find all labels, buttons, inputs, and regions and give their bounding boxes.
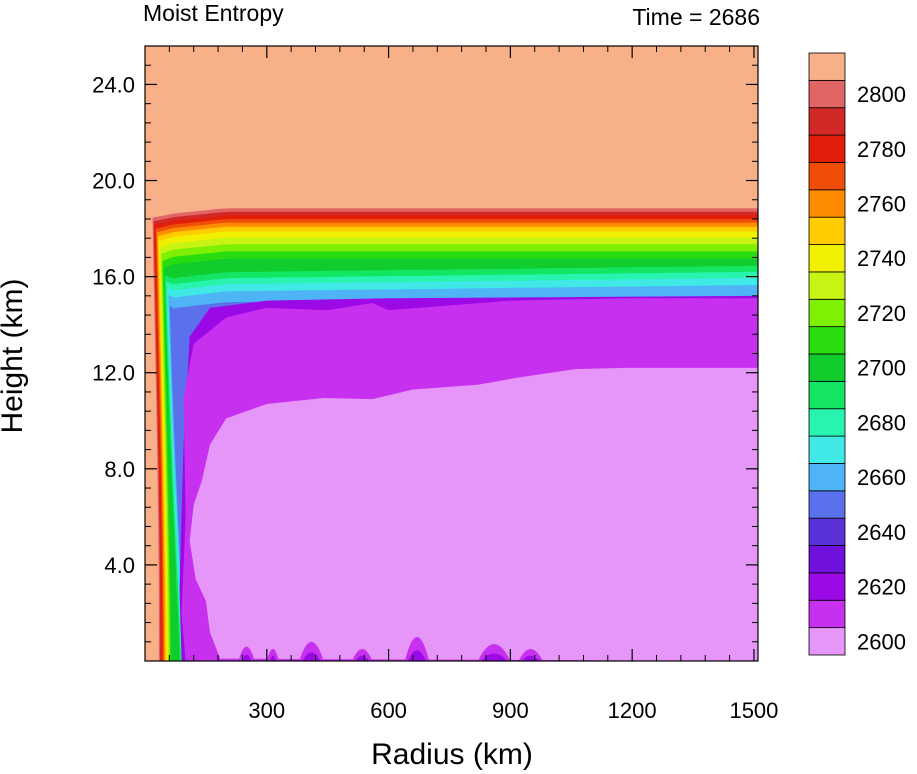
colorbar-swatch-15 bbox=[808, 216, 846, 245]
colorbar-label-2780: 2780 bbox=[857, 137, 906, 162]
colorbar-swatch-11 bbox=[808, 326, 846, 355]
colorbar-swatch-19 bbox=[808, 107, 846, 136]
colorbar-swatch-12 bbox=[808, 298, 846, 328]
colorbar-swatch-21 bbox=[808, 52, 846, 81]
colorbar-label-2680: 2680 bbox=[857, 410, 906, 435]
y-tick-label-24: 24.0 bbox=[92, 72, 135, 97]
colorbar-swatch-18 bbox=[808, 134, 846, 163]
colorbar-swatch-17 bbox=[808, 162, 846, 191]
surface-bump-2 bbox=[299, 641, 324, 661]
contour-field bbox=[145, 46, 758, 661]
x-axis: 300 600 900 1200 1500 bbox=[168, 46, 778, 723]
colorbar-label-2740: 2740 bbox=[857, 246, 906, 271]
y-axis-label: Height (km) bbox=[0, 278, 29, 433]
surface-bump-core-1 bbox=[270, 655, 276, 661]
x-tick-label-1500: 1500 bbox=[729, 698, 778, 723]
colorbar-swatch-0 bbox=[808, 627, 846, 656]
colorbar-label-2720: 2720 bbox=[857, 301, 906, 326]
y-axis: 4.0 8.0 12.0 16.0 20.0 24.0 bbox=[92, 64, 758, 643]
colorbar-swatch-9 bbox=[808, 380, 846, 410]
colorbar-swatch-14 bbox=[808, 244, 846, 273]
colorbar-label-2800: 2800 bbox=[857, 82, 906, 107]
colorbar-label-2700: 2700 bbox=[857, 356, 906, 381]
surface-bump-core-5 bbox=[481, 653, 508, 661]
surface-bump-6 bbox=[518, 648, 543, 661]
colorbar-label-2640: 2640 bbox=[857, 520, 906, 545]
x-tick-label-1200: 1200 bbox=[608, 698, 657, 723]
surface-bump-core-3 bbox=[355, 655, 370, 661]
colorbar: 2600 2620 2640 2660 2680 2700 2720 2740 2760 2780… bbox=[808, 52, 906, 656]
colorbar-swatch-10 bbox=[808, 353, 846, 382]
x-tick-label-300: 300 bbox=[248, 698, 285, 723]
surface-bump-1 bbox=[266, 648, 279, 661]
y-tick-label-20: 20.0 bbox=[92, 169, 135, 194]
y-tick-label-8: 8.0 bbox=[104, 457, 135, 482]
surface-bump-3 bbox=[352, 648, 373, 661]
colorbar-label-2660: 2660 bbox=[857, 465, 906, 490]
y-tick-label-12: 12.0 bbox=[92, 361, 135, 386]
colorbar-label-2760: 2760 bbox=[857, 192, 906, 217]
x-tick-label-600: 600 bbox=[370, 698, 407, 723]
colorbar-swatch-1 bbox=[808, 599, 846, 629]
colorbar-swatch-20 bbox=[808, 79, 846, 109]
colorbar-label-2620: 2620 bbox=[857, 575, 906, 600]
y-tick-label-16: 16.0 bbox=[92, 265, 135, 290]
colorbar-swatch-4 bbox=[808, 517, 846, 546]
colorbar-swatch-2 bbox=[808, 572, 846, 601]
fill-level-2600 bbox=[189, 367, 758, 661]
surface-bump-core-0 bbox=[241, 654, 252, 661]
colorbar-swatch-3 bbox=[808, 545, 846, 574]
colorbar-swatch-5 bbox=[808, 490, 846, 519]
y-tick-label-4: 4.0 bbox=[104, 553, 135, 578]
colorbar-swatch-7 bbox=[808, 435, 846, 464]
x-axis-label: Radius (km) bbox=[371, 738, 533, 771]
x-tick-label-900: 900 bbox=[492, 698, 529, 723]
colorbar-swatch-6 bbox=[808, 463, 846, 492]
colorbar-swatch-8 bbox=[808, 408, 846, 437]
colorbar-swatch-16 bbox=[808, 189, 846, 218]
title-right: Time = 2686 bbox=[632, 4, 760, 30]
title-left: Moist Entropy bbox=[143, 0, 284, 26]
colorbar-label-2600: 2600 bbox=[857, 629, 906, 654]
surface-bump-4 bbox=[404, 636, 430, 661]
colorbar-swatch-13 bbox=[808, 271, 846, 300]
